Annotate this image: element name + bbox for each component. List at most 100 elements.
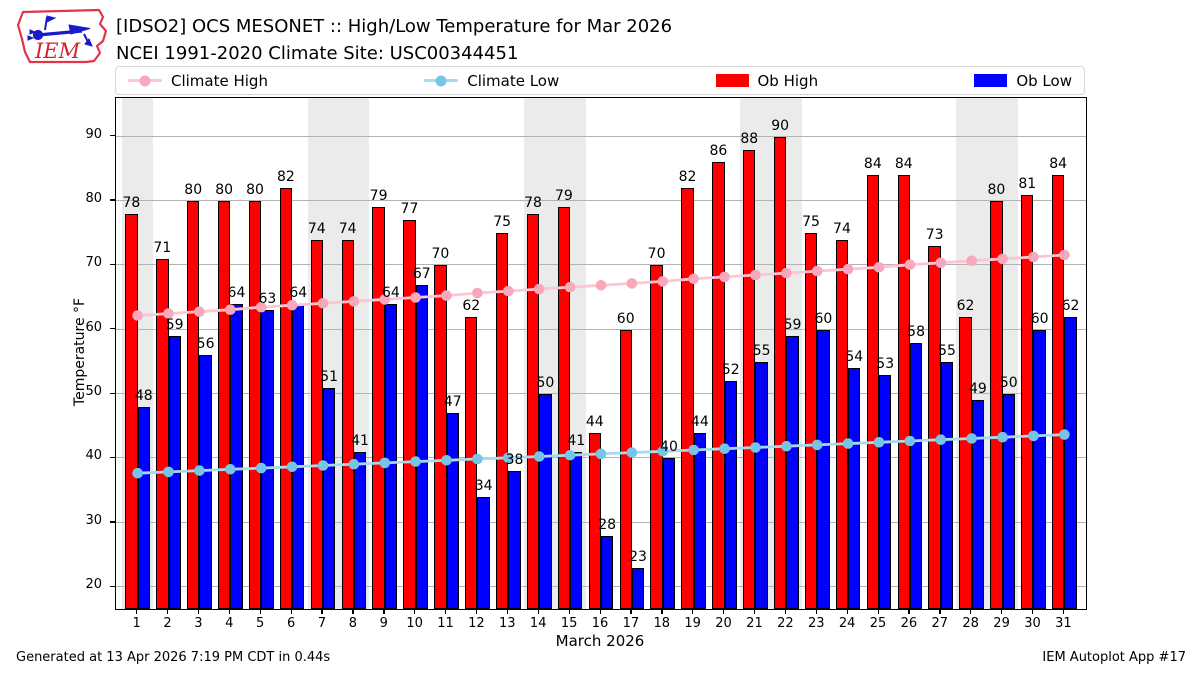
low-value-label: 34 [474, 478, 493, 495]
low-value-label: 67 [412, 265, 431, 282]
x-tick-label: 14 [529, 616, 547, 631]
legend-item-ob-low: Ob Low [974, 72, 1072, 90]
x-tick-mark [908, 609, 910, 614]
ob-high-bar [588, 432, 601, 609]
ob-low-bar [755, 361, 768, 609]
legend-item-climate-low: Climate Low [424, 72, 559, 90]
ob-low-bar [446, 413, 459, 609]
ob-high-bar [125, 213, 138, 609]
x-tick-mark [136, 609, 138, 614]
ob-low-bar [631, 567, 645, 609]
iowa-outline [16, 8, 108, 64]
y-tick-label: 90 [85, 126, 102, 142]
x-tick-label: 19 [684, 616, 701, 631]
x-tick-label: 1 [132, 616, 141, 631]
climate-low-line [137, 433, 1065, 475]
ob-high-bar [465, 316, 478, 609]
x-tick-label: 12 [468, 616, 485, 631]
high-value-label: 81 [1018, 175, 1037, 192]
ob-high-bar [681, 188, 694, 609]
x-tick-label: 20 [715, 616, 732, 631]
ob-low-bar [384, 303, 398, 609]
climate-high-line-sample [128, 75, 162, 86]
gridline [116, 328, 1086, 330]
x-tick-mark [506, 609, 509, 614]
ob-low-bar [1033, 329, 1046, 609]
ob-low-bar [817, 329, 830, 609]
x-tick-label: 28 [962, 616, 979, 631]
ob-low-bar [786, 336, 799, 609]
ob-low-bar [199, 355, 212, 609]
y-tick-mark [110, 585, 115, 587]
ob-high-bar [310, 239, 323, 609]
ob-high-bar [341, 239, 354, 609]
x-tick-mark [259, 609, 261, 614]
low-value-label: 53 [876, 355, 895, 372]
y-tick-label: 50 [85, 384, 102, 400]
x-tick-mark [352, 609, 354, 614]
legend-label: Ob Low [1016, 71, 1072, 90]
gridline [116, 135, 1086, 137]
y-tick-label: 60 [85, 319, 102, 335]
legend-item-climate-high: Climate High [128, 72, 268, 90]
gridline [116, 199, 1086, 201]
ob-low-bar [230, 303, 243, 609]
y-tick-mark [110, 328, 115, 330]
low-value-label: 38 [505, 452, 524, 469]
low-value-label: 62 [1061, 297, 1080, 314]
x-tick-mark [970, 609, 972, 614]
x-tick-mark [167, 609, 169, 614]
ob-low-bar [415, 284, 428, 609]
high-value-label: 79 [369, 188, 388, 205]
ob-high-bar [835, 239, 849, 609]
ob-high-bar [495, 233, 509, 609]
low-value-label: 59 [783, 317, 802, 334]
climate-high-marker [595, 280, 607, 291]
ob-high-bar [897, 175, 910, 609]
x-tick-label: 24 [838, 616, 856, 631]
x-tick-mark [753, 609, 756, 614]
x-tick-mark [228, 609, 231, 614]
logo-text: IEM [34, 39, 81, 63]
ob-low-bar [292, 303, 305, 609]
x-tick-mark [846, 609, 848, 614]
title-block: [IDSO2] OCS MESONET :: High/Low Temperat… [116, 13, 672, 67]
low-value-label: 44 [690, 413, 709, 430]
low-value-label: 55 [938, 342, 956, 359]
ob-low-bar [570, 451, 583, 609]
x-tick-label: 16 [591, 616, 609, 631]
high-value-label: 73 [925, 227, 944, 244]
x-tick-label: 18 [653, 616, 671, 631]
low-value-label: 59 [165, 317, 184, 334]
low-value-label: 55 [752, 342, 771, 359]
iem-logo: IEM [16, 8, 108, 64]
x-tick-label: 3 [194, 616, 203, 631]
low-value-label: 63 [258, 291, 277, 308]
high-value-label: 74 [307, 220, 326, 237]
x-tick-label: 8 [348, 616, 357, 631]
gridline [116, 393, 1086, 395]
footer-app-text: IEM Autoplot App #17 [1042, 650, 1186, 665]
ob-low-bar [724, 381, 737, 609]
climate-high-marker-icon [139, 75, 151, 86]
low-value-label: 41 [351, 432, 369, 449]
ob-low-bar [539, 394, 552, 609]
high-value-label: 71 [153, 239, 172, 256]
ob-high-bar [773, 136, 787, 609]
x-tick-label: 6 [286, 616, 296, 631]
high-value-label: 62 [956, 297, 975, 314]
ob-low-bar [261, 310, 274, 609]
x-tick-label: 4 [225, 616, 234, 631]
ob-high-bar [1021, 194, 1034, 609]
x-tick-label: 15 [560, 616, 578, 631]
x-tick-mark [723, 609, 725, 614]
x-tick-mark [445, 609, 447, 614]
ob-high-bar [619, 329, 632, 609]
low-value-label: 28 [598, 516, 617, 533]
x-tick-mark [414, 609, 416, 614]
low-value-label: 52 [721, 362, 740, 379]
x-tick-mark [1031, 609, 1034, 614]
x-tick-label: 21 [746, 616, 763, 631]
ob-high-bar [712, 162, 725, 609]
ob-high-bar [187, 200, 200, 609]
